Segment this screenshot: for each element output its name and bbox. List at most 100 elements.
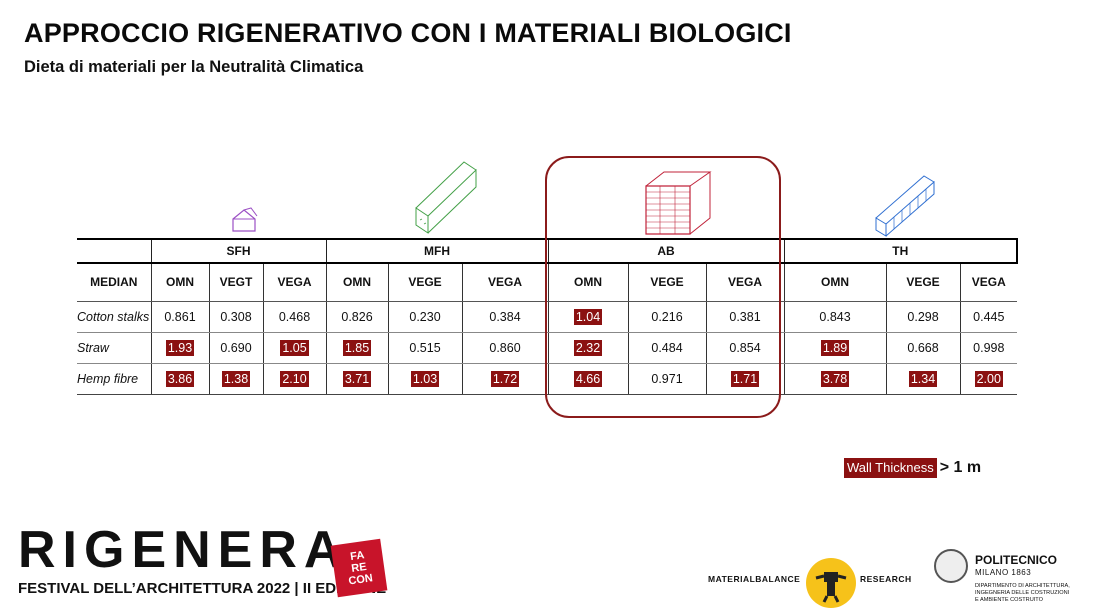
highlighted-value: 1.34 — [908, 370, 938, 387]
cell-value: 0.445 — [973, 309, 1005, 324]
mfh-block-icon — [415, 161, 477, 234]
column-header: VEGT — [208, 263, 263, 302]
median-label: MEDIAN — [77, 263, 151, 302]
material-label: Straw — [77, 332, 151, 364]
research-label: RESEARCH — [860, 574, 912, 584]
table-cell: 3.71 — [325, 363, 389, 395]
table-cell: 1.89 — [783, 332, 887, 364]
ab-highlight-frame — [545, 156, 781, 418]
cell-value: 0.998 — [973, 340, 1005, 355]
table-cell: 0.971 — [627, 363, 707, 395]
table-cell: 0.860 — [461, 332, 549, 364]
group-header-th: TH — [783, 238, 1019, 264]
table-cell: 0.384 — [461, 301, 549, 333]
highlighted-value: 2.10 — [280, 370, 309, 387]
table-cell: 2.32 — [547, 332, 629, 364]
column-header: VEGA — [705, 263, 785, 302]
table-body: Cotton stalks 0.861 0.308 0.468 0.826 0.230 0.… — [77, 301, 1018, 395]
cell-value: 0.515 — [409, 340, 441, 355]
table-cell: 1.03 — [387, 363, 463, 395]
table-cell: 4.66 — [547, 363, 629, 395]
highlighted-value: 1.89 — [820, 339, 850, 356]
column-header: VEGA — [461, 263, 549, 302]
table-cell: 0.998 — [959, 332, 1018, 364]
highlighted-value: 1.71 — [730, 370, 760, 387]
material-label: Cotton stalks — [77, 301, 151, 333]
dept-line: E AMBIENTE COSTRUITO — [975, 597, 1043, 603]
table-cell: 0.216 — [627, 301, 707, 333]
table-cell: 0.468 — [262, 301, 327, 333]
table-cell: 0.690 — [208, 332, 263, 364]
column-header: VEGA — [959, 263, 1018, 302]
cell-value: 0.298 — [907, 309, 939, 324]
cell-value: 0.843 — [819, 309, 851, 324]
table-cell: 0.445 — [959, 301, 1018, 333]
th-row-icon — [875, 175, 935, 237]
highlighted-value: 1.04 — [573, 308, 603, 325]
highlighted-value: 1.03 — [410, 370, 440, 387]
table-cell: 1.71 — [705, 363, 785, 395]
table-cell: 0.381 — [705, 301, 785, 333]
legend: Wall Thickness > 1 m — [844, 458, 981, 478]
festival-caption: FESTIVAL DELL’ARCHITETTURA 2022 | II EDI… — [18, 580, 387, 597]
table-row: Hemp fibre 3.86 1.38 2.10 3.71 1.03 1.72 4.66 0.… — [77, 363, 1018, 395]
table-row: Straw 1.93 0.690 1.05 1.85 0.515 0.860 2.32 0.48… — [77, 332, 1018, 364]
table-cell: 0.843 — [783, 301, 887, 333]
cell-value: 0.668 — [907, 340, 939, 355]
table-cell: 0.515 — [387, 332, 463, 364]
table-cell: 1.04 — [547, 301, 629, 333]
highlighted-value: 1.93 — [165, 339, 195, 356]
table-cell: 1.05 — [262, 332, 327, 364]
page-subtitle: Dieta di materiali per la Neutralità Cli… — [24, 58, 364, 76]
cell-value: 0.861 — [164, 309, 196, 324]
highlighted-value: 2.00 — [974, 370, 1003, 387]
group-header-empty — [77, 238, 151, 264]
table-cell: 0.308 — [208, 301, 263, 333]
cell-value: 0.230 — [409, 309, 441, 324]
ab-block-icon — [645, 171, 712, 235]
politecnico-department: DIPARTIMENTO DI ARCHITETTURA, INGEGNERIA… — [975, 583, 1070, 604]
highlighted-value: 2.32 — [573, 339, 603, 356]
group-header-sfh: SFH — [150, 238, 327, 264]
cell-value: 0.216 — [651, 309, 683, 324]
group-header-mfh: MFH — [325, 238, 549, 264]
materialbalance-label: MATERIALBALANCE — [708, 574, 801, 584]
table-cell: 1.38 — [208, 363, 263, 395]
table-cell: 3.86 — [150, 363, 209, 395]
table-cell: 1.72 — [461, 363, 549, 395]
column-header: VEGA — [262, 263, 327, 302]
highlighted-value: 3.86 — [165, 370, 195, 387]
table-cell: 2.10 — [262, 363, 327, 395]
politecnico-seal-icon — [934, 549, 968, 583]
highlighted-value: 1.38 — [221, 370, 251, 387]
column-header: VEGE — [885, 263, 961, 302]
group-header-ab: AB — [547, 238, 785, 264]
table-cell: 0.484 — [627, 332, 707, 364]
house-icon — [232, 207, 258, 232]
table-cell: 0.854 — [705, 332, 785, 364]
materialbalance-logo-icon — [806, 558, 856, 608]
table-cell: 3.78 — [783, 363, 887, 395]
table-cell: 0.861 — [150, 301, 209, 333]
politecnico-city: MILANO 1863 — [975, 568, 1032, 577]
table-row: Cotton stalks 0.861 0.308 0.468 0.826 0.230 0.… — [77, 301, 1018, 333]
table-cell: 1.93 — [150, 332, 209, 364]
table-cell: 1.34 — [885, 363, 961, 395]
highlighted-value: 1.05 — [280, 339, 309, 356]
cell-value: 0.381 — [729, 309, 761, 324]
highlighted-value: 4.66 — [573, 370, 603, 387]
table-cell: 0.826 — [325, 301, 389, 333]
rigenera-logo: RIGENERA — [18, 521, 349, 579]
table-cell: 1.85 — [325, 332, 389, 364]
cell-value: 0.826 — [341, 309, 373, 324]
column-header: VEGE — [627, 263, 707, 302]
page-title: APPROCCIO RIGENERATIVO CON I MATERIALI B… — [24, 18, 792, 48]
column-header: OMN — [783, 263, 887, 302]
legend-swatch-label: Wall Thickness — [844, 458, 937, 478]
cell-value: 0.468 — [278, 309, 311, 324]
cell-value: 0.308 — [220, 309, 252, 324]
highlighted-value: 1.72 — [490, 370, 520, 387]
subheader-row: MEDIAN OMN VEGT VEGA OMN VEGE VEGA OMN V… — [77, 263, 1018, 302]
cell-value: 0.690 — [220, 340, 252, 355]
dept-line: DIPARTIMENTO DI ARCHITETTURA, — [975, 583, 1070, 589]
